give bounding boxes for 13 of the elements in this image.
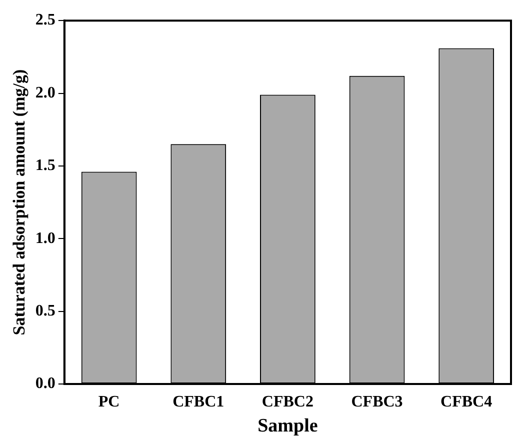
- y-tick-label: 2.5: [35, 12, 56, 29]
- x-tick-label: CFBC1: [172, 394, 224, 411]
- x-tick-label: CFBC2: [262, 394, 314, 411]
- x-tick-label: CFBC4: [440, 394, 492, 411]
- y-tick-label: 2.0: [35, 84, 56, 102]
- y-tick-label: 0.5: [35, 302, 56, 320]
- y-tick-label: 1.0: [35, 230, 56, 247]
- x-tick-label: PC: [98, 394, 120, 411]
- y-axis-title: Saturated adsorption amount (mg/g): [10, 69, 29, 336]
- y-tick-label: 0.0: [35, 375, 56, 392]
- y-tick-label: 1.5: [35, 157, 56, 174]
- x-axis-title: Sample: [258, 416, 318, 437]
- x-tick-label: CFBC3: [351, 394, 403, 411]
